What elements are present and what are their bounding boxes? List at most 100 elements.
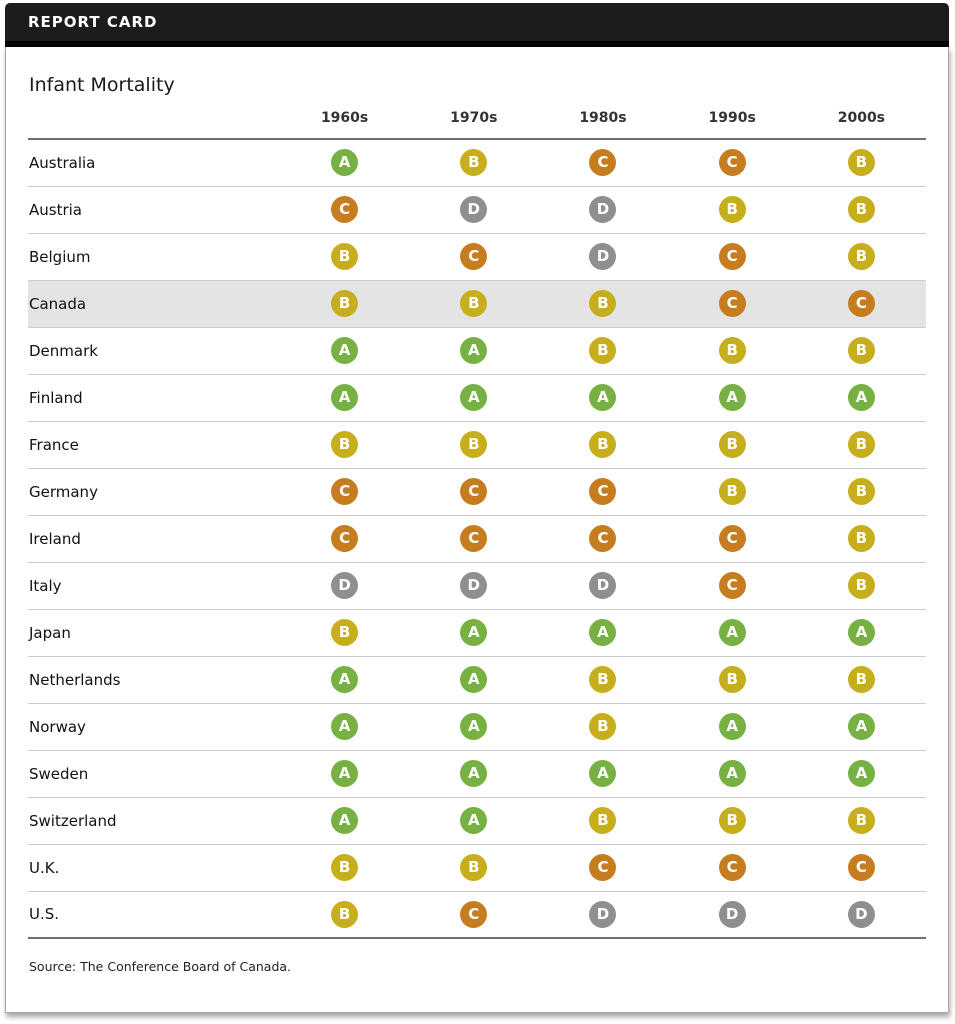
grade-cell: C bbox=[796, 280, 926, 328]
grade-badge: C bbox=[460, 243, 488, 270]
grade-badge: D bbox=[460, 572, 488, 599]
grade-cell: C bbox=[409, 515, 539, 563]
country-label: Germany bbox=[28, 468, 280, 516]
grade-cell: C bbox=[409, 468, 539, 516]
country-label: Finland bbox=[28, 374, 280, 422]
grade-badge: C bbox=[460, 525, 488, 552]
country-label: Denmark bbox=[28, 327, 280, 375]
grade-badge: A bbox=[331, 149, 359, 177]
grade-cell: D bbox=[409, 186, 539, 234]
country-label: Netherlands bbox=[28, 656, 280, 704]
table-row: U.K. B B C C C bbox=[28, 844, 926, 892]
grade-badge: A bbox=[331, 337, 359, 364]
report-card-body: Infant Mortality 1960s 1970s 1980s 1990s 200… bbox=[5, 47, 949, 1013]
column-header-1960s: 1960s bbox=[280, 110, 410, 140]
table-row: Canada B B B C C bbox=[28, 280, 926, 328]
country-label: U.S. bbox=[28, 891, 280, 939]
grade-badge: D bbox=[589, 572, 617, 599]
grades-table: 1960s 1970s 1980s 1990s 2000s Australia A B C C B… bbox=[28, 110, 926, 939]
grade-cell: A bbox=[280, 327, 410, 375]
grade-cell: B bbox=[796, 186, 926, 234]
country-label: Japan bbox=[28, 609, 280, 657]
grade-badge: B bbox=[589, 337, 617, 364]
grade-cell: D bbox=[538, 233, 668, 281]
grade-cell: B bbox=[796, 327, 926, 375]
grade-badge: B bbox=[331, 900, 359, 928]
grade-cell: A bbox=[280, 374, 410, 422]
grade-cell: C bbox=[538, 844, 668, 892]
country-label: Belgium bbox=[28, 233, 280, 281]
grade-badge: B bbox=[847, 807, 875, 834]
grade-cell: B bbox=[538, 280, 668, 328]
grade-badge: C bbox=[718, 290, 746, 317]
country-label: Austria bbox=[28, 186, 280, 234]
grade-badge: A bbox=[718, 713, 746, 740]
chart-title: Infant Mortality bbox=[29, 74, 175, 96]
grade-cell: A bbox=[409, 797, 539, 845]
grade-cell: C bbox=[538, 468, 668, 516]
table-row: Switzerland A A B B B bbox=[28, 797, 926, 845]
grade-cell: B bbox=[796, 515, 926, 563]
grade-badge: B bbox=[718, 478, 746, 505]
grade-badge: A bbox=[718, 384, 746, 411]
grade-badge: C bbox=[589, 525, 617, 552]
grade-cell: A bbox=[667, 703, 797, 751]
grade-badge: D bbox=[331, 572, 359, 599]
grade-badge: B bbox=[589, 290, 617, 317]
grade-badge: B bbox=[847, 243, 875, 270]
grade-cell: B bbox=[667, 656, 797, 704]
grade-cell: B bbox=[796, 233, 926, 281]
table-row: Belgium B C D C B bbox=[28, 233, 926, 281]
grades-table-header: 1960s 1970s 1980s 1990s 2000s bbox=[28, 110, 926, 140]
grade-badge: C bbox=[718, 243, 746, 270]
grade-cell: A bbox=[280, 750, 410, 798]
grade-badge: B bbox=[331, 290, 359, 317]
grade-badge: C bbox=[718, 572, 746, 599]
grade-badge: A bbox=[460, 666, 488, 693]
grade-cell: C bbox=[280, 186, 410, 234]
grade-cell: C bbox=[409, 891, 539, 939]
source-note: Source: The Conference Board of Canada. bbox=[29, 959, 292, 974]
grade-cell: B bbox=[280, 609, 410, 657]
grade-cell: D bbox=[796, 891, 926, 939]
grade-badge: C bbox=[460, 478, 488, 505]
grade-cell: B bbox=[796, 562, 926, 610]
grade-badge: B bbox=[847, 337, 875, 364]
grade-badge: A bbox=[460, 807, 488, 834]
grade-badge: B bbox=[718, 431, 746, 458]
grade-cell: C bbox=[538, 515, 668, 563]
country-label: Norway bbox=[28, 703, 280, 751]
grade-badge: B bbox=[718, 196, 746, 223]
grade-badge: C bbox=[331, 478, 359, 505]
grade-cell: B bbox=[280, 891, 410, 939]
grade-badge: C bbox=[460, 900, 488, 928]
grade-badge: D bbox=[589, 243, 617, 270]
grade-badge: B bbox=[331, 431, 359, 458]
grade-cell: A bbox=[667, 609, 797, 657]
grade-cell: B bbox=[409, 280, 539, 328]
grade-badge: C bbox=[589, 478, 617, 505]
grade-cell: D bbox=[409, 562, 539, 610]
grade-badge: B bbox=[331, 619, 359, 646]
grade-badge: A bbox=[331, 384, 359, 411]
country-label: Australia bbox=[28, 139, 280, 187]
grade-badge: B bbox=[460, 290, 488, 317]
grade-cell: A bbox=[409, 609, 539, 657]
grade-cell: D bbox=[538, 186, 668, 234]
country-label: Switzerland bbox=[28, 797, 280, 845]
grade-cell: B bbox=[280, 844, 410, 892]
grade-badge: B bbox=[460, 854, 488, 881]
table-row: Norway A A B A A bbox=[28, 703, 926, 751]
column-header-1980s: 1980s bbox=[538, 110, 668, 140]
grade-cell: B bbox=[667, 186, 797, 234]
grade-badge: C bbox=[589, 149, 617, 177]
grade-badge: B bbox=[460, 149, 488, 177]
grade-cell: A bbox=[796, 374, 926, 422]
grade-cell: D bbox=[538, 562, 668, 610]
grade-cell: C bbox=[280, 468, 410, 516]
grade-cell: C bbox=[667, 844, 797, 892]
grade-badge: A bbox=[331, 807, 359, 834]
grade-cell: D bbox=[538, 891, 668, 939]
grade-badge: B bbox=[460, 431, 488, 458]
grade-cell: A bbox=[280, 656, 410, 704]
